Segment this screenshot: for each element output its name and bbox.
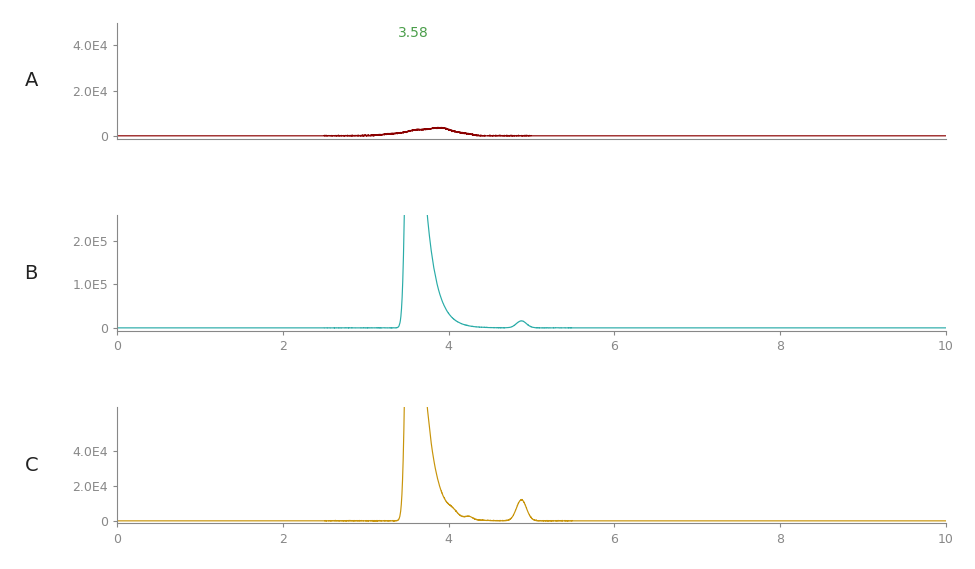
Text: 3.58: 3.58: [399, 26, 429, 40]
Text: B: B: [24, 263, 38, 283]
Text: A: A: [24, 72, 38, 90]
Text: C: C: [24, 456, 38, 475]
